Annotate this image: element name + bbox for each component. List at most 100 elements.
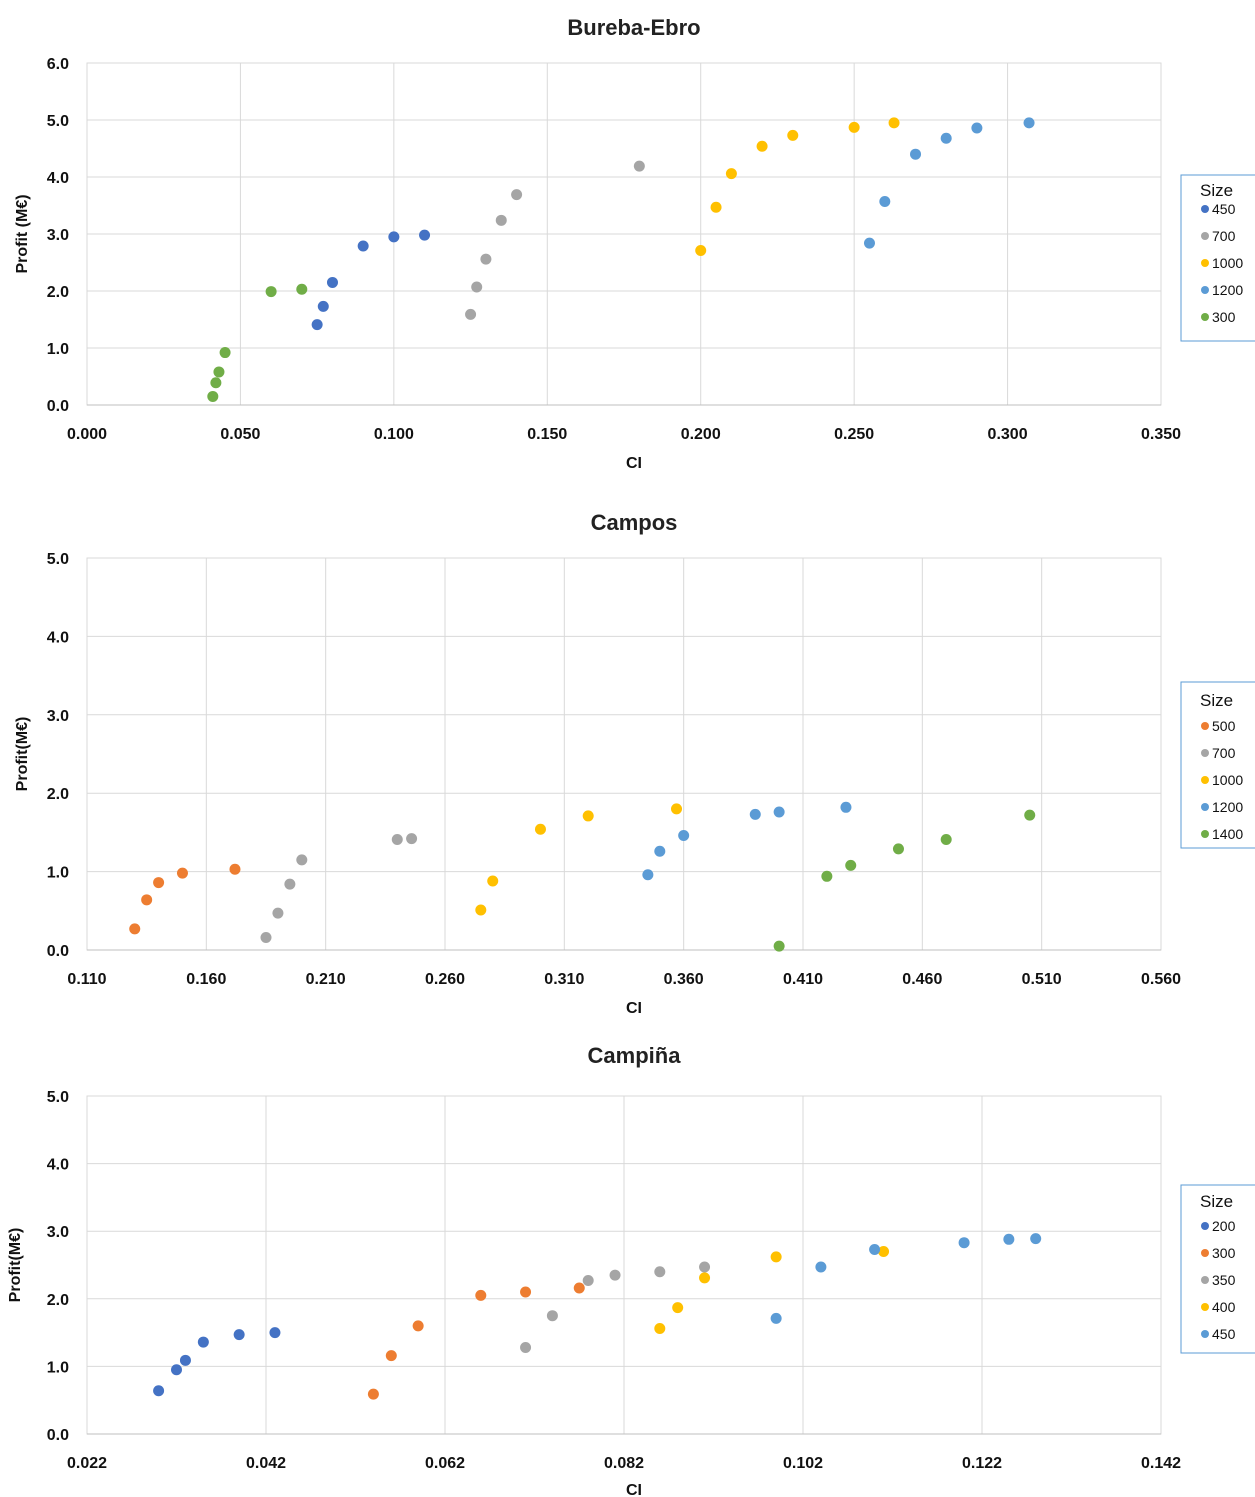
x-tick-label: 0.510	[1022, 971, 1062, 988]
y-tick-label: 0.0	[47, 1427, 69, 1444]
legend-entry-500: 500	[1212, 718, 1236, 734]
legend-entry-700: 700	[1212, 745, 1236, 761]
y-axis-label: Profit(M€)	[14, 717, 31, 792]
data-point-1000	[848, 121, 860, 133]
data-point-1200	[749, 808, 761, 820]
data-point-700	[406, 833, 418, 845]
legend-entry-1000: 1000	[1212, 255, 1243, 271]
legend: Size 200 300 350 400 450	[1180, 1184, 1255, 1354]
x-tick-label: 0.410	[783, 971, 823, 988]
data-point-1400	[940, 833, 952, 845]
data-point-700	[296, 854, 308, 866]
legend-marker-700	[1201, 749, 1209, 757]
legend-marker-1200	[1201, 286, 1209, 294]
legend: Size 500 700 1000 1200 1400	[1180, 681, 1255, 849]
data-point-1200	[773, 806, 785, 818]
x-axis-label: CI	[626, 1482, 642, 1497]
data-point-300	[296, 283, 308, 295]
data-point-1400	[892, 843, 904, 855]
legend-entry-300: 300	[1212, 309, 1236, 325]
y-tick-label: 4.0	[47, 1157, 69, 1174]
data-point-450	[869, 1243, 881, 1255]
chart-title: Campos	[591, 510, 678, 535]
legend-marker-1000	[1201, 259, 1209, 267]
data-point-1400	[821, 870, 833, 882]
y-tick-label: 4.0	[47, 629, 69, 646]
y-tick-label: 2.0	[47, 1292, 69, 1309]
legend-entry-1200: 1200	[1212, 282, 1243, 298]
data-point-1400	[845, 859, 857, 871]
data-point-200	[171, 1364, 182, 1376]
y-tick-label: 4.0	[47, 170, 69, 187]
data-point-300	[207, 390, 219, 402]
x-tick-label: 0.300	[988, 426, 1028, 443]
legend-title: Size	[1200, 691, 1233, 710]
x-tick-label: 0.310	[544, 971, 584, 988]
y-tick-label: 3.0	[47, 227, 69, 244]
data-point-500	[153, 877, 165, 889]
data-point-300	[219, 347, 231, 359]
data-point-1200	[678, 830, 690, 842]
data-point-1200	[840, 801, 852, 813]
data-point-1000	[725, 168, 737, 180]
data-point-1200	[940, 132, 952, 144]
data-point-700	[284, 878, 296, 890]
data-point-500	[229, 863, 241, 875]
data-point-1000	[695, 245, 707, 257]
legend-marker-450	[1201, 1330, 1209, 1338]
scatter-plot-campina: Campiña 0.0 1.0 2.0 3.0 4.0 5.0 0.022 0.042 0.062…	[7, 1043, 1255, 1497]
data-point-450	[1030, 1233, 1042, 1245]
data-point-700	[391, 833, 403, 845]
legend-marker-300	[1201, 313, 1209, 321]
y-tick-label: 3.0	[47, 708, 69, 725]
data-point-500	[129, 923, 141, 935]
data-point-300	[573, 1282, 585, 1294]
y-tick-label: 1.0	[47, 1359, 69, 1376]
y-axis-label: Profit(M€)	[7, 1228, 24, 1303]
data-point-300	[367, 1388, 379, 1400]
legend-marker-1400	[1201, 830, 1209, 838]
data-point-1200	[863, 237, 875, 249]
chart-title: Campiña	[588, 1043, 682, 1068]
data-point-350	[520, 1341, 532, 1353]
legend-entry-700: 700	[1212, 228, 1236, 244]
data-point-1000	[534, 823, 546, 835]
legend-marker-300	[1201, 1249, 1209, 1257]
x-tick-label: 0.260	[425, 971, 465, 988]
data-point-450	[1003, 1233, 1015, 1245]
x-axis-label: CI	[626, 1000, 642, 1017]
x-tick-label: 0.062	[425, 1455, 465, 1472]
data-point-1400	[1024, 809, 1036, 821]
data-point-1200	[971, 122, 983, 134]
data-point-400	[770, 1251, 782, 1263]
data-point-700	[272, 907, 284, 919]
data-point-1200	[1023, 117, 1035, 129]
data-point-1000	[475, 904, 487, 916]
legend-entry-400: 400	[1212, 1299, 1236, 1315]
x-tick-label: 0.100	[374, 426, 414, 443]
data-point-700	[465, 308, 477, 320]
data-point-700	[260, 931, 272, 943]
y-tick-label: 1.0	[47, 341, 69, 358]
data-point-450	[770, 1312, 782, 1324]
x-tick-label: 0.042	[246, 1455, 286, 1472]
data-point-300	[385, 1350, 397, 1362]
x-tick-label: 0.110	[67, 971, 106, 988]
y-tick-label: 2.0	[47, 284, 69, 301]
legend-entry-300: 300	[1212, 1245, 1236, 1261]
x-tick-label: 0.122	[962, 1455, 1002, 1472]
data-point-1000	[487, 875, 499, 887]
y-tick-label: 5.0	[47, 1089, 69, 1106]
data-point-300	[520, 1286, 532, 1298]
data-point-1200	[654, 845, 666, 857]
x-tick-label: 0.200	[681, 426, 721, 443]
x-tick-label: 0.460	[902, 971, 942, 988]
data-point-300	[265, 286, 277, 298]
y-tick-label: 0.0	[47, 943, 69, 960]
data-point-400	[654, 1323, 666, 1335]
legend-entry-1400: 1400	[1212, 826, 1243, 842]
legend-marker-200	[1201, 1222, 1209, 1230]
x-tick-label: 0.000	[67, 426, 107, 443]
legend-entry-1200: 1200	[1212, 799, 1243, 815]
data-point-700	[480, 253, 492, 265]
